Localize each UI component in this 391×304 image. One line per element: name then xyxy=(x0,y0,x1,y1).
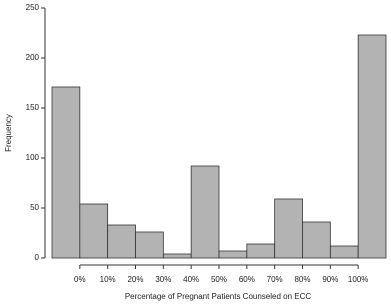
x-tick-label: 90% xyxy=(322,275,338,284)
y-tick-label: 200 xyxy=(26,53,40,62)
y-axis-title: Frequency xyxy=(4,114,13,152)
bar xyxy=(218,250,248,259)
x-tick-label: 0% xyxy=(74,275,86,284)
y-tick-label: 0 xyxy=(35,253,40,262)
x-tick-label: 70% xyxy=(267,275,283,284)
x-axis-title: Percentage of Pregnant Patients Counsele… xyxy=(125,292,312,301)
bar xyxy=(162,253,192,259)
bar xyxy=(246,243,276,259)
bar xyxy=(79,203,109,259)
x-tick-label: 60% xyxy=(239,275,255,284)
bar xyxy=(329,245,359,259)
y-tick-label: 250 xyxy=(26,3,40,12)
x-tick-label: 30% xyxy=(155,275,171,284)
bar xyxy=(190,165,220,259)
y-tick-label: 50 xyxy=(30,203,39,212)
bar xyxy=(302,221,331,259)
bar xyxy=(107,224,136,259)
x-tick-label: 20% xyxy=(127,275,143,284)
bar xyxy=(135,231,164,259)
bar xyxy=(357,34,387,259)
x-tick-label: 40% xyxy=(183,275,199,284)
x-tick-label: 10% xyxy=(100,275,116,284)
bar xyxy=(51,86,81,259)
y-tick-label: 150 xyxy=(26,103,40,112)
x-tick-label: 50% xyxy=(211,275,227,284)
y-tick-label: 100 xyxy=(26,153,40,162)
x-tick-label: 100% xyxy=(348,275,368,284)
x-tick-label: 80% xyxy=(294,275,310,284)
bar xyxy=(274,198,303,259)
